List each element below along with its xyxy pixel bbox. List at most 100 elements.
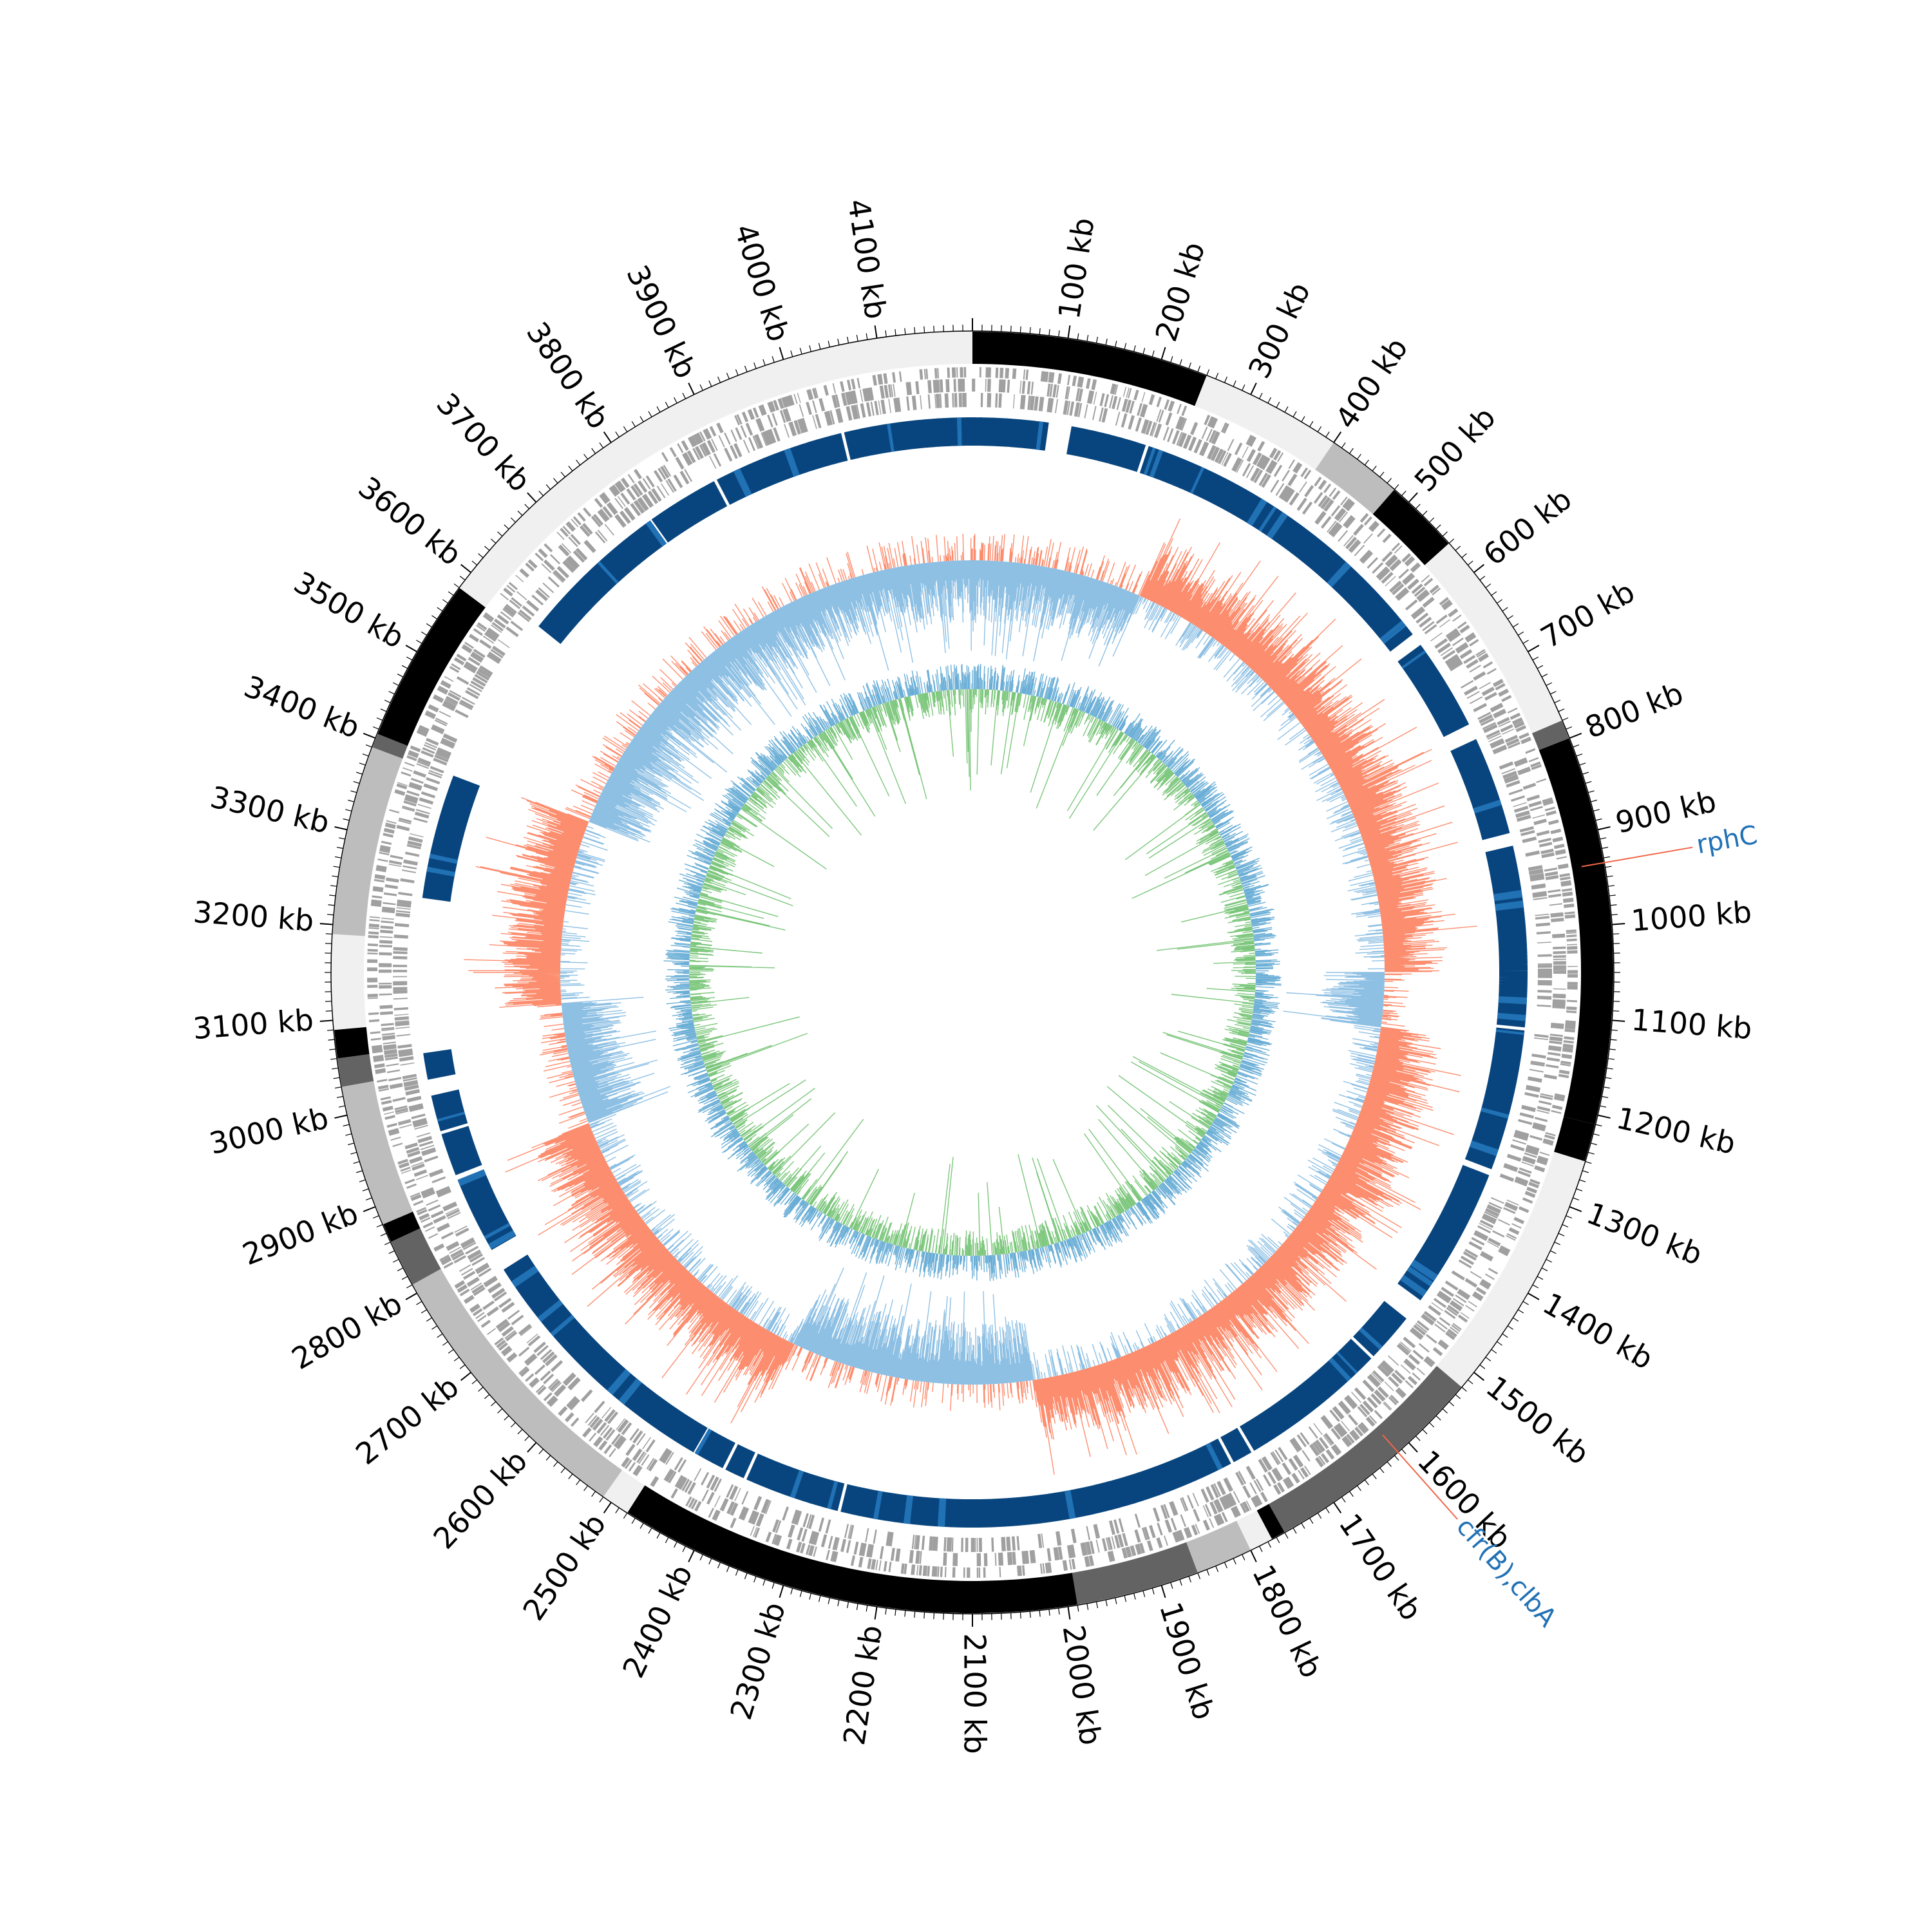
minor-tick (437, 607, 443, 612)
major-tick (460, 564, 471, 573)
major-tick (1528, 1293, 1540, 1300)
minor-tick (459, 1364, 466, 1369)
major-tick (1250, 383, 1257, 395)
minor-tick (437, 1333, 443, 1338)
major-tick (688, 1549, 695, 1562)
tick-label: 1500 kb (1480, 1369, 1596, 1472)
contig-segment (1436, 1151, 1585, 1387)
minor-tick (1276, 1537, 1280, 1544)
tick-label: 1400 kb (1537, 1286, 1659, 1377)
major-tick (1612, 1019, 1625, 1022)
minor-tick (356, 772, 363, 775)
minor-tick (1356, 1485, 1361, 1492)
major-tick (603, 431, 612, 443)
minor-tick (1429, 1422, 1435, 1428)
minor-tick (517, 510, 523, 516)
major-tick (1160, 346, 1166, 360)
minor-tick (1491, 1349, 1497, 1354)
minor-tick (1602, 1095, 1609, 1099)
tick-label: 3100 kb (192, 1002, 315, 1046)
tick-label: 300 kb (1242, 277, 1317, 384)
contig-segment (1269, 1366, 1462, 1533)
minor-tick (1325, 431, 1330, 438)
minor-tick (1349, 448, 1354, 454)
minor-tick (1609, 1048, 1616, 1050)
minor-tick (1215, 372, 1219, 379)
minor-tick (1497, 1341, 1502, 1346)
contig-segment (1531, 720, 1569, 750)
minor-tick (350, 1151, 357, 1155)
minor-tick (372, 1215, 379, 1219)
minor-tick (333, 1077, 340, 1079)
minor-tick (1461, 1387, 1467, 1392)
minor-tick (335, 1086, 342, 1089)
minor-tick (1242, 1554, 1245, 1561)
contig-segment (1256, 1504, 1285, 1539)
minor-tick (656, 1532, 661, 1539)
minor-tick (504, 524, 509, 530)
minor-tick (1513, 623, 1519, 628)
minor-tick (1611, 914, 1618, 916)
minor-tick (1522, 639, 1529, 644)
minor-tick (1537, 665, 1544, 669)
minor-tick (856, 335, 858, 342)
minor-tick (1115, 341, 1117, 348)
contig-segment (337, 1054, 374, 1087)
contig-segment (383, 1211, 421, 1242)
tick-ring (319, 318, 1625, 1627)
minor-tick (1455, 545, 1461, 551)
minor-tick (1293, 1528, 1297, 1534)
minor-tick (682, 1546, 687, 1553)
minor-tick (1461, 553, 1467, 558)
minor-tick (674, 397, 677, 404)
minor-tick (1532, 1284, 1539, 1289)
gc-skew-track (464, 518, 1477, 1475)
tick-label: 3800 kb (520, 316, 616, 435)
minor-tick (329, 895, 336, 896)
gc-content-low (688, 688, 1256, 1256)
minor-tick (1590, 1142, 1597, 1146)
minor-tick (1284, 406, 1289, 413)
minor-tick (406, 1284, 413, 1289)
tick-label: 2100 kb (958, 1633, 992, 1754)
minor-tick (365, 1197, 372, 1201)
minor-tick (538, 490, 544, 497)
tick-label: 2600 kb (426, 1443, 534, 1555)
major-tick (1333, 1502, 1342, 1514)
minor-tick (1558, 1233, 1565, 1236)
minor-tick (1485, 1356, 1492, 1361)
minor-tick (336, 846, 343, 849)
minor-tick (348, 1142, 355, 1146)
contig-segment (334, 1027, 370, 1059)
minor-tick (356, 1170, 363, 1173)
minor-tick (345, 1133, 352, 1136)
minor-tick (1603, 1086, 1610, 1089)
minor-tick (1541, 1267, 1548, 1271)
minor-tick (799, 1590, 802, 1597)
contig-segment (332, 934, 366, 1030)
minor-tick (353, 1161, 360, 1164)
minor-tick (762, 359, 766, 366)
tick-label: 100 kb (1052, 215, 1101, 321)
minor-tick (1258, 1546, 1263, 1553)
major-tick (1473, 1372, 1484, 1381)
minor-tick (524, 504, 530, 509)
minor-tick (1077, 333, 1079, 340)
tick-label: 700 kb (1535, 574, 1640, 655)
major-tick (405, 645, 417, 652)
major-tick (527, 1442, 537, 1453)
minor-tick (538, 1448, 544, 1455)
minor-tick (665, 401, 669, 408)
minor-tick (359, 762, 366, 766)
minor-tick (376, 1224, 383, 1227)
minor-tick (1197, 1573, 1201, 1580)
minor-tick (1401, 490, 1406, 497)
minor-tick (615, 431, 620, 438)
tick-label: 2500 kb (516, 1508, 612, 1627)
minor-tick (338, 837, 345, 840)
tick-label: 2300 kb (723, 1598, 792, 1723)
minor-tick (1105, 1600, 1108, 1607)
minor-tick (639, 1522, 644, 1529)
major-tick (1408, 492, 1418, 503)
minor-tick (1170, 356, 1173, 363)
